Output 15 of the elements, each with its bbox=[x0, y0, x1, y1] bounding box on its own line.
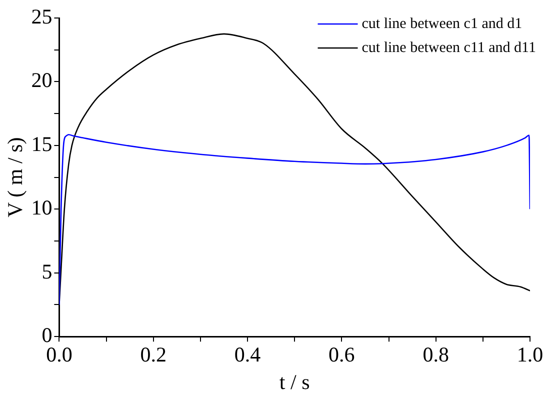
x-tick-label: 0.4 bbox=[234, 342, 262, 367]
x-tick-label: 1.0 bbox=[516, 342, 544, 367]
x-tick-label: 0.6 bbox=[328, 342, 355, 367]
y-tick-label: 20 bbox=[31, 68, 52, 92]
y-tick-label: 10 bbox=[31, 196, 52, 220]
y-tick-label: 25 bbox=[31, 4, 52, 29]
legend-label: cut line between c1 and d1 bbox=[362, 16, 522, 32]
legend-label: cut line between c11 and d11 bbox=[362, 40, 536, 56]
x-tick-label: 0.2 bbox=[140, 342, 166, 367]
y-axis-title: V ( m / s) bbox=[3, 137, 28, 218]
x-axis-title: t / s bbox=[279, 370, 310, 394]
y-tick-label: 5 bbox=[42, 259, 52, 284]
y-tick-label: 15 bbox=[31, 132, 52, 156]
line-series bbox=[59, 134, 530, 306]
x-tick-label: 0.8 bbox=[422, 342, 449, 367]
